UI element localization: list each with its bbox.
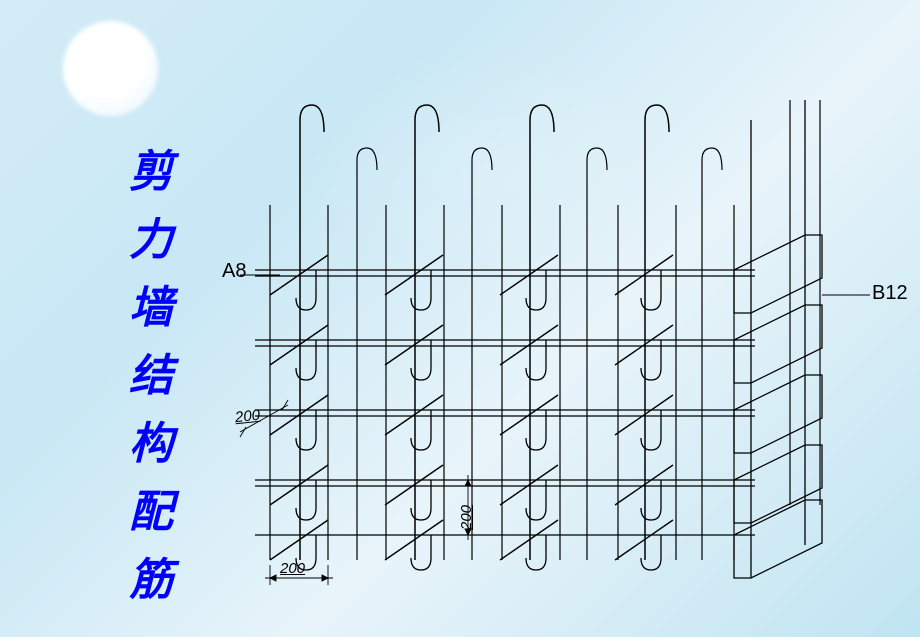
label-b12: B12: [872, 282, 908, 305]
rebar-diagram: [210, 60, 900, 620]
dim-200-upper: 200: [234, 407, 261, 427]
page-title: 剪力墙结构配筋: [114, 148, 178, 624]
dim-200-vertical: 200: [458, 505, 475, 530]
dim-200-bottom: 200: [280, 560, 305, 577]
moon-decoration: [63, 21, 158, 116]
label-a8: A8: [222, 260, 246, 283]
